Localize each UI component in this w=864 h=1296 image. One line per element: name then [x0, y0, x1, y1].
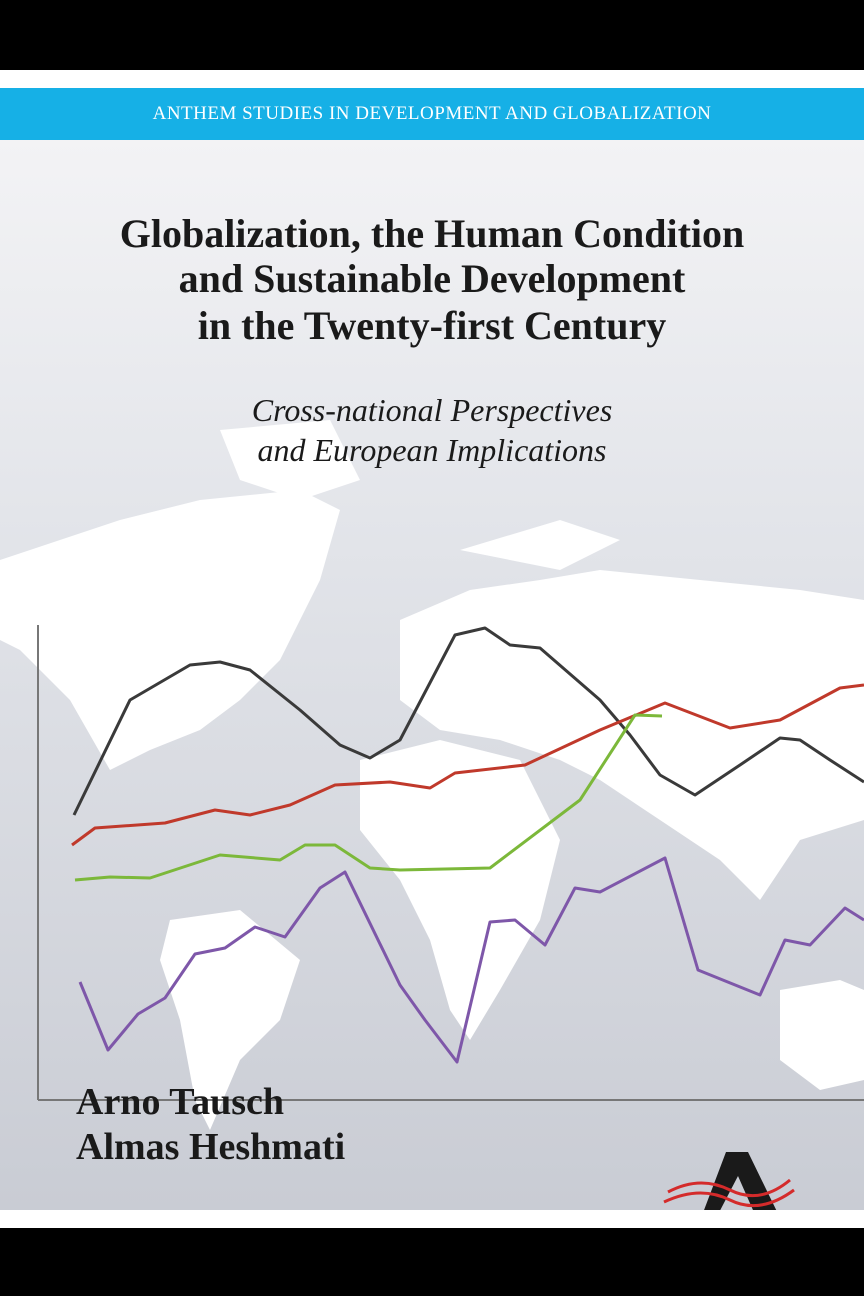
subtitle-line: and European Implications	[257, 432, 607, 468]
subtitle-line: Cross-national Perspectives	[251, 392, 613, 428]
axes	[37, 625, 864, 1101]
line-purple	[78, 856, 864, 1064]
title-line: Globalization, the Human Condition	[119, 211, 745, 256]
author: Almas Heshmati	[76, 1126, 346, 1168]
line-black	[72, 626, 864, 816]
cover-body: Globalization, the Human Condition and S…	[0, 140, 864, 1210]
world-map	[0, 420, 864, 1130]
line-green	[74, 713, 663, 882]
line-red	[71, 683, 864, 847]
series-band: ANTHEM STUDIES IN DEVELOPMENT AND GLOBAL…	[0, 88, 864, 140]
author: Arno Tausch	[76, 1081, 285, 1123]
title-line: in the Twenty-first Century	[197, 303, 667, 348]
illustration	[0, 420, 864, 1210]
title-line: and Sustainable Development	[178, 256, 686, 301]
publisher-logo	[663, 1152, 795, 1210]
cover: ANTHEM STUDIES IN DEVELOPMENT AND GLOBAL…	[0, 70, 864, 1228]
series-name: ANTHEM STUDIES IN DEVELOPMENT AND GLOBAL…	[152, 103, 712, 124]
